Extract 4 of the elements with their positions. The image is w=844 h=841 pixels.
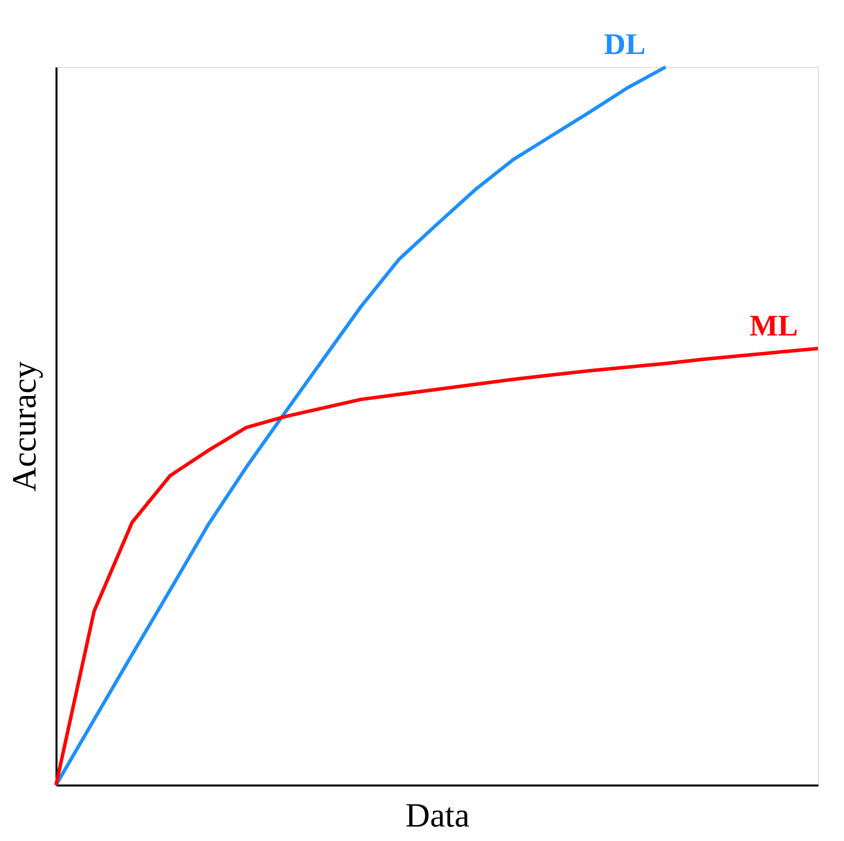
y-axis-title: Accuracy [6, 361, 44, 492]
series-label: ML [750, 309, 798, 342]
series-label: DL [604, 28, 646, 61]
x-axis-title: Data [405, 798, 470, 834]
